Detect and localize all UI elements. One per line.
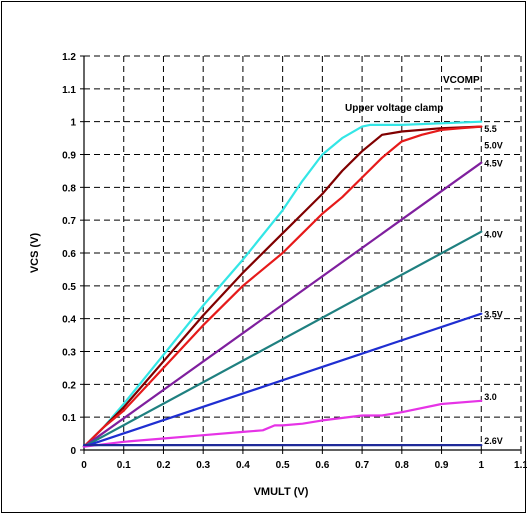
annotation-vcomp: VCOMP xyxy=(443,75,480,86)
series-line-1 xyxy=(82,125,483,448)
y-tick-label: 0.1 xyxy=(62,413,76,424)
y-axis-label: VCS (V) xyxy=(29,232,41,273)
x-tick-label: 0 xyxy=(81,460,87,471)
series-line-2 xyxy=(82,125,483,448)
x-tick-label: 1 xyxy=(478,460,484,471)
x-tick-label: 0.3 xyxy=(196,460,210,471)
x-tick-label: 0.7 xyxy=(355,460,369,471)
series-line-0 xyxy=(82,120,483,448)
series-label-0: 5.5 xyxy=(484,124,497,134)
y-tick-label: 0.9 xyxy=(62,151,76,162)
x-tick-label: 0.5 xyxy=(276,460,290,471)
x-tick-label: 1.1 xyxy=(514,460,527,471)
y-tick-label: 1 xyxy=(70,118,76,129)
series-label-7: 2.6V xyxy=(484,436,503,446)
y-tick-label: 0.6 xyxy=(62,249,76,260)
series-line-4 xyxy=(82,230,483,448)
series-labels: 5.5 5.0V 4.5V 4.0V 3.5V 3.0 2.6V xyxy=(484,124,503,446)
y-tick-label: 0.7 xyxy=(62,216,76,227)
annotation-upper-voltage-clamp: Upper voltage clamp xyxy=(345,103,443,114)
x-axis-label: VMULT (V) xyxy=(254,486,309,498)
series-label-4: 4.0V xyxy=(484,229,503,239)
y-tick-label: 1.2 xyxy=(62,52,76,63)
axes xyxy=(80,55,522,454)
series-label-1: 5.0V xyxy=(484,141,503,151)
series-line-6 xyxy=(82,399,483,448)
series xyxy=(82,120,483,448)
y-tick-label: 0 xyxy=(70,446,76,457)
series-label-3: 4.5V xyxy=(484,159,503,169)
series-label-6: 3.0 xyxy=(484,392,497,402)
y-tick-label: 0.5 xyxy=(62,282,76,293)
y-tick-label: 1.1 xyxy=(62,85,76,96)
x-tick-label: 0.4 xyxy=(236,460,250,471)
series-line-3 xyxy=(82,161,483,448)
y-tick-label: 0.3 xyxy=(62,348,76,359)
y-tick-label: 0.4 xyxy=(62,315,76,326)
x-tick-label: 0.6 xyxy=(315,460,329,471)
series-label-5: 3.5V xyxy=(484,310,503,320)
grid xyxy=(84,55,522,450)
x-tick-label: 0.2 xyxy=(157,460,171,471)
x-tick-label: 0.8 xyxy=(395,460,409,471)
series-line-5 xyxy=(82,312,483,448)
tick-labels: 0 0.1 0.2 0.3 0.4 0.5 0.6 0.7 0.8 0.9 1 1.1 0 0.1 0.2 0… xyxy=(62,52,527,471)
x-tick-label: 0.9 xyxy=(435,460,449,471)
y-tick-label: 0.2 xyxy=(62,380,76,391)
x-tick-label: 0.1 xyxy=(117,460,131,471)
y-tick-label: 0.8 xyxy=(62,183,76,194)
